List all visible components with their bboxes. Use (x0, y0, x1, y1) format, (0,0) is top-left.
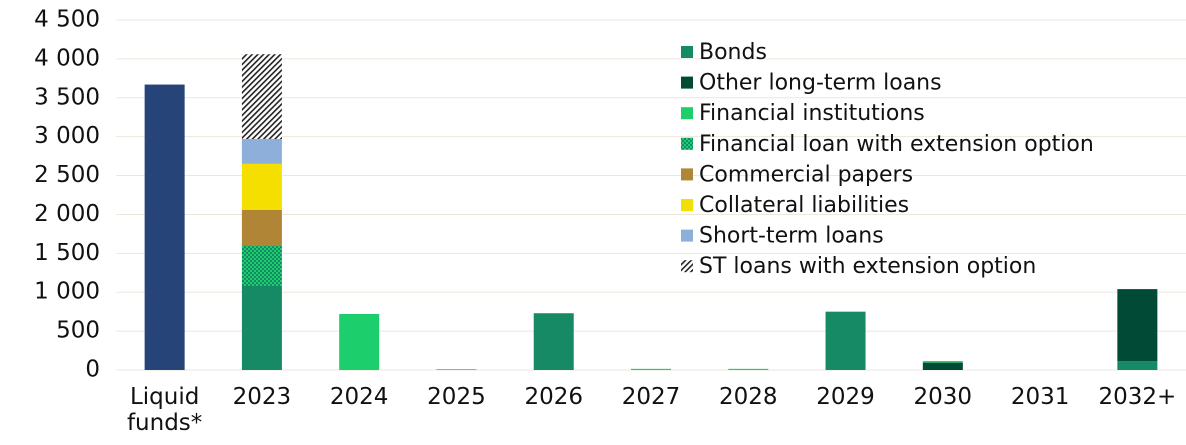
legend-label: Collateral liabilities (699, 193, 909, 218)
bar-segment (436, 369, 477, 370)
x-tick-label: Liquid funds* (126, 384, 203, 436)
y-tick-label: 0 (85, 357, 100, 383)
bar-segment (533, 313, 574, 370)
x-tick-label: 2032+ (1098, 384, 1177, 410)
y-tick-label: 4 000 (34, 45, 100, 71)
legend-swatch (681, 260, 693, 273)
legend-label: Commercial papers (699, 162, 913, 187)
bar-segment (339, 314, 380, 370)
bar-segment (728, 368, 769, 370)
x-tick-label: 2026 (524, 384, 583, 410)
x-tick-label: 2031 (1010, 384, 1070, 410)
legend-swatch (681, 137, 693, 150)
x-tick-label: 2025 (427, 384, 486, 410)
legend-swatch (681, 107, 693, 120)
bar-segment (144, 84, 185, 371)
x-tick-label: 2023 (232, 384, 292, 410)
legend-label: Short-term loans (699, 224, 884, 249)
legend-swatch (681, 229, 693, 242)
legend-label: Financial loan with extension option (699, 132, 1094, 157)
x-tick-label: 2029 (816, 384, 875, 410)
y-tick-label: 2 000 (34, 201, 100, 227)
bar-segment (922, 361, 963, 363)
bar-segment (922, 362, 963, 370)
y-tick-label: 3 500 (34, 84, 100, 110)
bar-segment (241, 139, 282, 164)
legend-label: Financial institutions (699, 101, 925, 126)
bar-segment (825, 311, 866, 370)
y-tick-label: 1 000 (34, 279, 100, 305)
x-tick-label: 2027 (621, 384, 681, 410)
legend-swatch (681, 168, 693, 181)
legend-label: ST loans with extension option (699, 254, 1036, 279)
bar-segment (241, 286, 282, 370)
bar-segment (241, 209, 282, 246)
bar-segment (241, 54, 282, 139)
bar-segment (631, 368, 671, 370)
legend-label: Bonds (699, 40, 767, 65)
y-tick-label: 4 500 (34, 7, 100, 33)
x-tick-label: 2030 (913, 384, 973, 410)
bar-segment (241, 245, 282, 286)
bar-segment (241, 163, 282, 210)
legend-swatch (681, 46, 693, 58)
y-tick-label: 500 (56, 318, 100, 344)
legend-swatch (681, 199, 693, 211)
bar-segment (1117, 289, 1158, 362)
y-tick-label: 1 500 (34, 240, 100, 266)
x-tick-label: 2024 (329, 384, 389, 410)
legend-swatch (681, 76, 693, 89)
bar-segment (1117, 361, 1158, 370)
y-tick-label: 3 000 (34, 123, 100, 149)
legend-label: Other long-term loans (699, 71, 942, 96)
x-tick-label: 2028 (718, 384, 778, 410)
y-tick-label: 2 500 (34, 162, 100, 188)
